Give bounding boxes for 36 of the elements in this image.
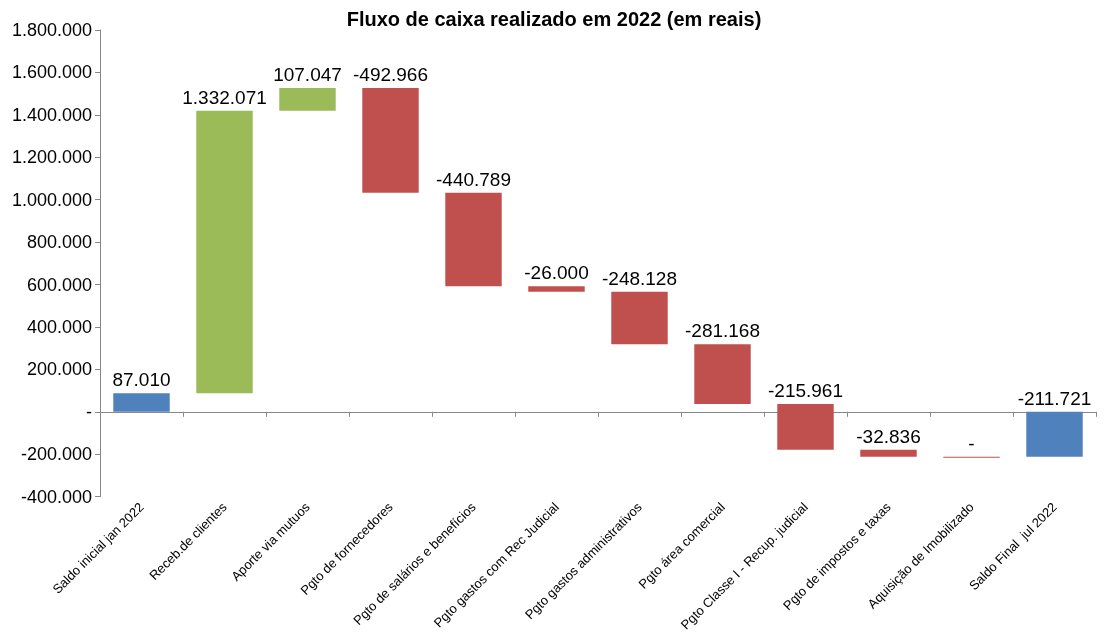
y-tick-label: 600.000 [26, 274, 92, 295]
y-tick-label: -200.000 [20, 444, 92, 465]
bar [528, 286, 585, 292]
data-label: -281.168 [684, 320, 761, 342]
data-label: -26.000 [524, 262, 589, 284]
bar [445, 192, 502, 287]
bar [196, 110, 253, 394]
data-label: -248.128 [601, 267, 678, 289]
bar [279, 88, 336, 111]
bar [1026, 411, 1083, 457]
y-tick-label: -400.000 [20, 486, 92, 507]
data-label: 107.047 [273, 64, 342, 86]
data-label: -32.836 [856, 425, 921, 447]
y-tick-label: 1.000.000 [11, 189, 92, 210]
data-label: - [968, 432, 975, 454]
y-tick-label: 200.000 [26, 359, 92, 380]
bar [694, 344, 751, 404]
data-label: -211.721 [1017, 387, 1092, 409]
data-label: 1.332.071 [182, 86, 267, 108]
y-tick-label: 400.000 [26, 316, 92, 337]
data-label: -440.789 [435, 168, 512, 190]
data-label: -492.966 [352, 64, 429, 86]
y-tick-label: 1.800.000 [11, 20, 92, 40]
y-tick-label: 1.400.000 [11, 104, 92, 125]
bar [113, 393, 170, 412]
bar [777, 403, 834, 450]
data-label: -215.961 [767, 379, 844, 401]
bar [362, 88, 419, 193]
data-label: 87.010 [112, 369, 171, 391]
y-tick-label: 1.600.000 [11, 62, 92, 83]
y-tick-label: 800.000 [26, 232, 92, 253]
bar [860, 449, 917, 457]
y-tick-label: - [86, 401, 92, 422]
y-tick-label: 1.200.000 [11, 147, 92, 168]
chart-title: Fluxo de caixa realizado em 2022 (em reais) [346, 8, 762, 30]
bar [611, 291, 668, 345]
